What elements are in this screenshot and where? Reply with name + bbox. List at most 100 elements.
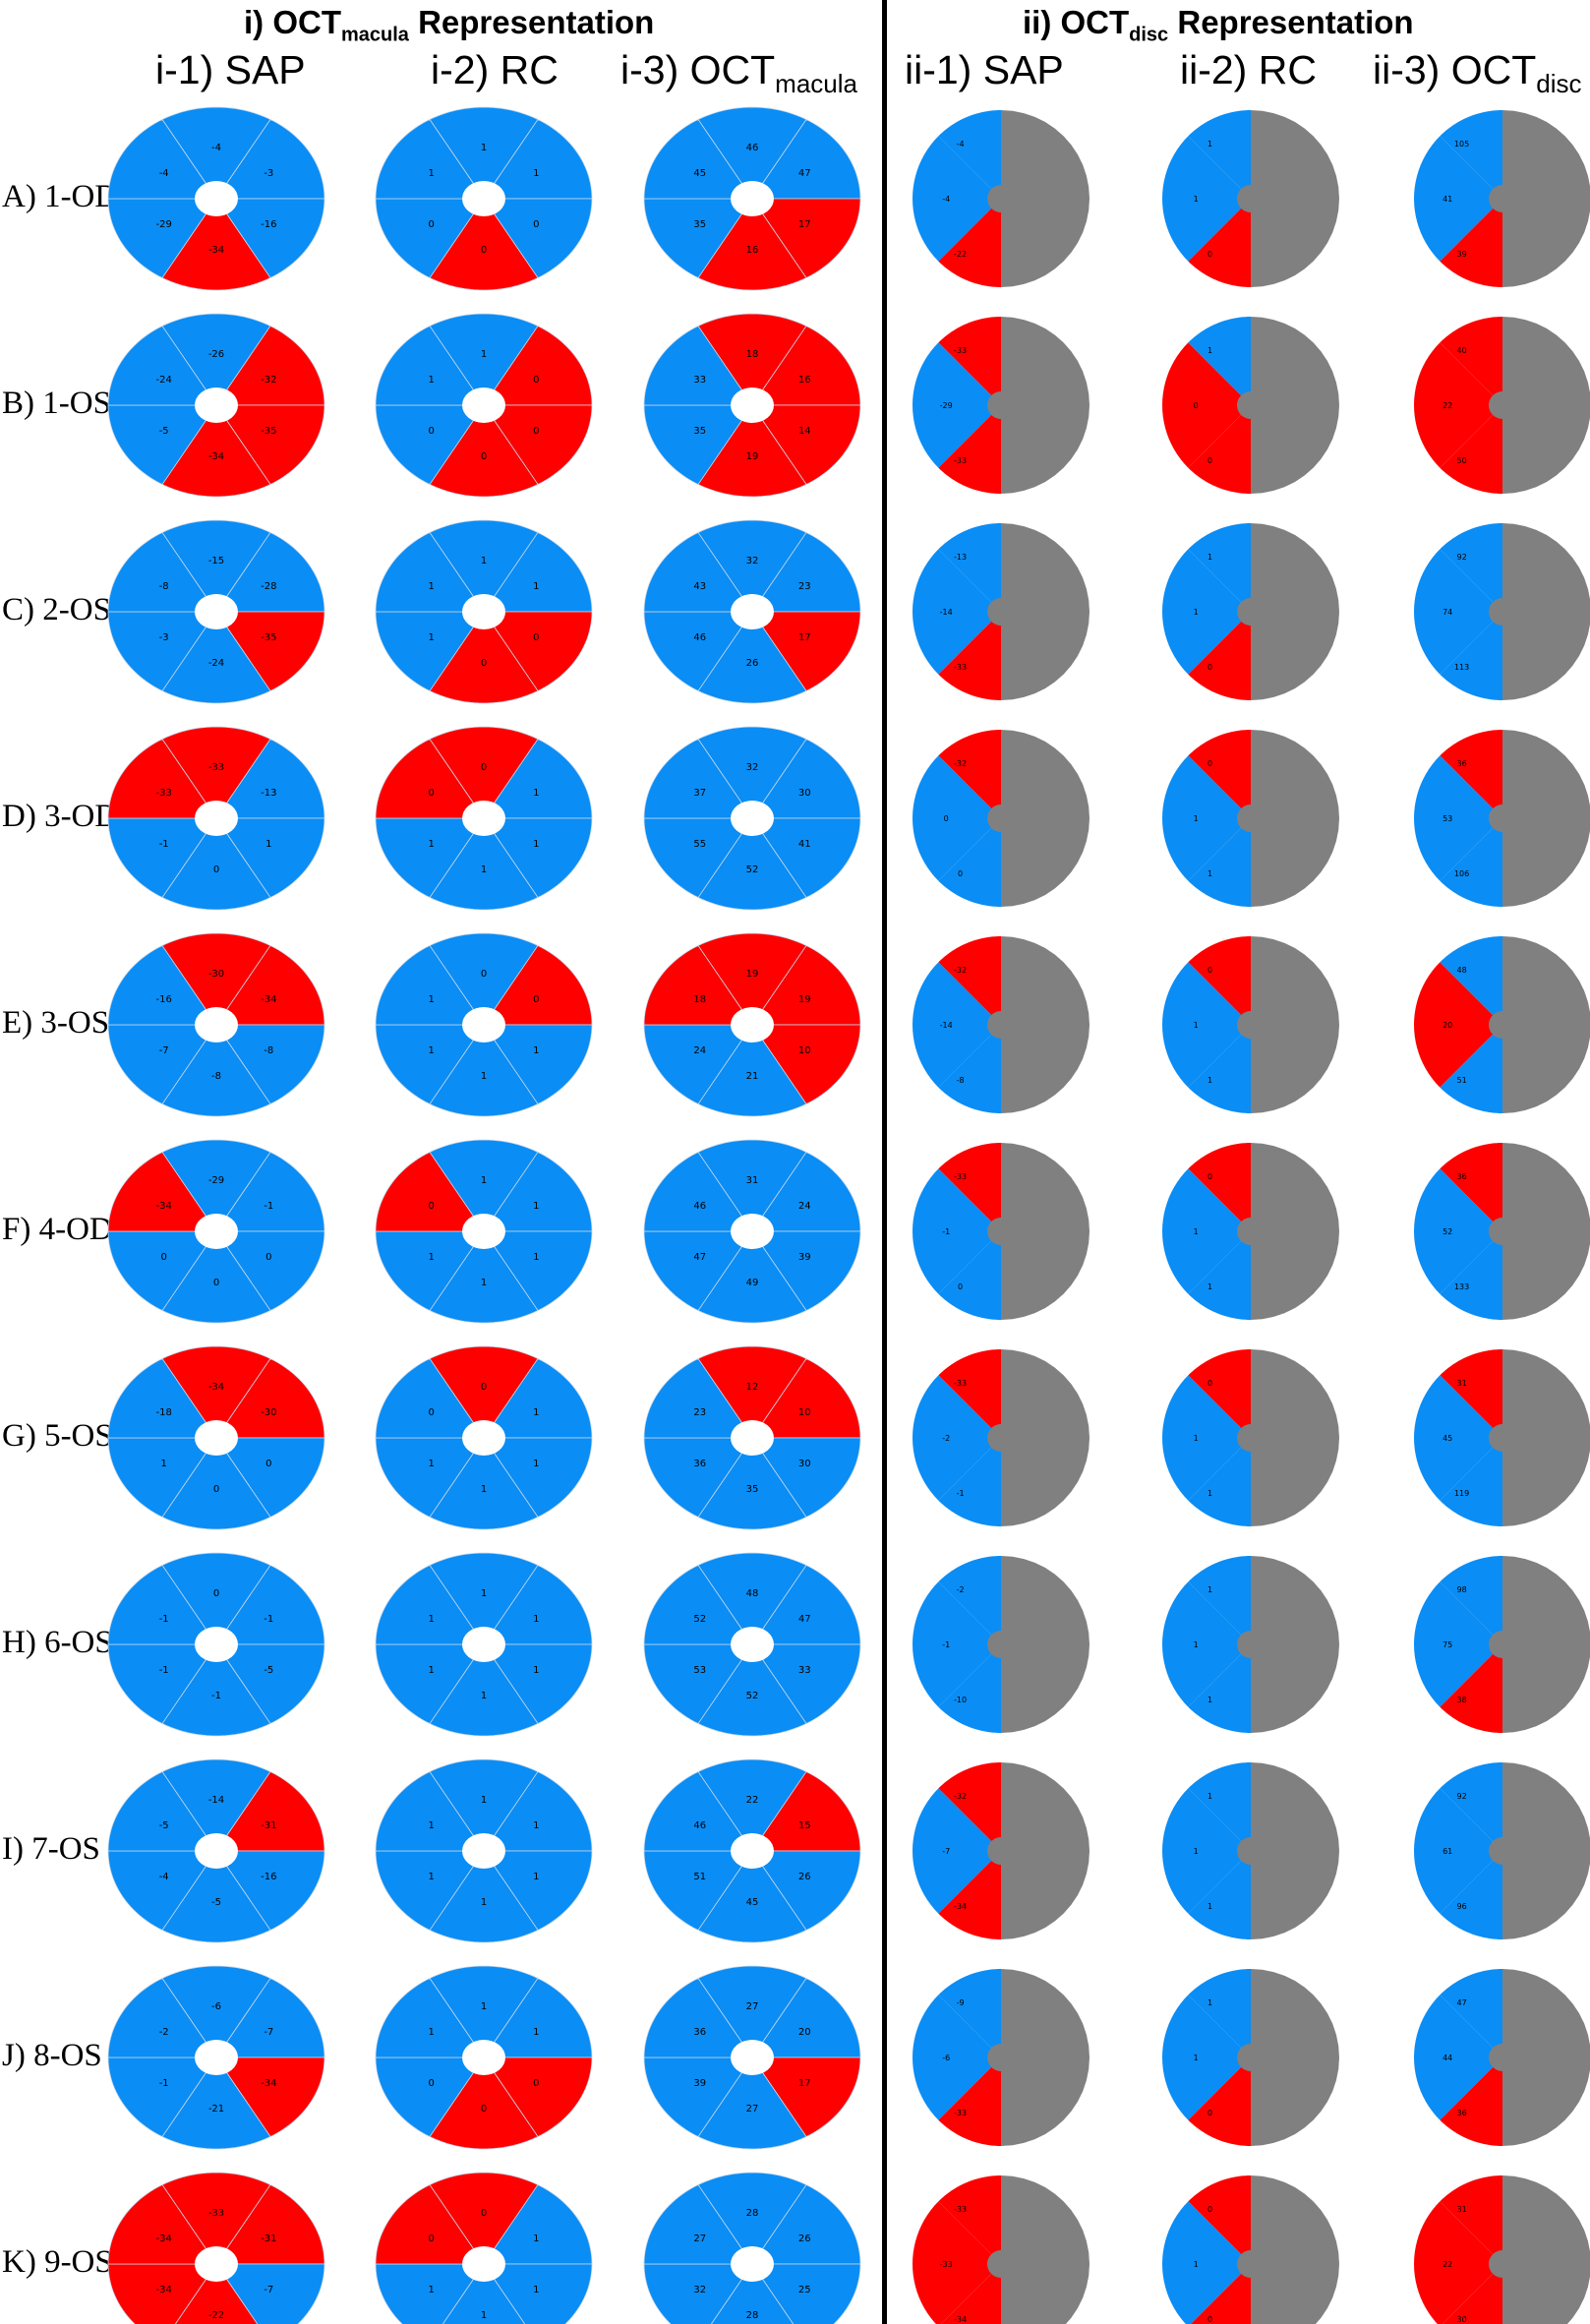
- macula-oct-sector-top: [697, 1552, 807, 1645]
- macula-rc-value-label: 1: [533, 2027, 539, 2038]
- macula-rc-value-label: 1: [481, 2001, 487, 2012]
- macula-oct-value-label: 20: [798, 2027, 811, 2038]
- macula-rc-sector-upper-left: [375, 1770, 485, 1852]
- macula-oct-sector-bottom: [697, 1437, 807, 1530]
- macula-sap-value-label: 0: [213, 1278, 219, 1288]
- disc-rc-unavailable-half: [1251, 2175, 1339, 2324]
- macula-oct-value-label: 47: [798, 1614, 811, 1625]
- macula-sap-sector-lower-left: [107, 2263, 217, 2324]
- disc-oct-sector-upper: [1440, 936, 1502, 1025]
- disc-sap-value-label: -13: [954, 553, 967, 562]
- macula-rc-sector-top: [429, 932, 539, 1026]
- disc-sap-sector-upper: [938, 1762, 1001, 1851]
- column-title-sub: disc: [1536, 69, 1582, 99]
- macula-oct-value-label: 48: [746, 1588, 759, 1599]
- macula-sap-sector-upper-left: [107, 531, 217, 613]
- macula-oct-sector-upper-left: [643, 1151, 753, 1232]
- column-title-macula-rc: i-2) RC: [431, 47, 559, 99]
- macula-oct-sector-top: [697, 1758, 807, 1852]
- disc-oct-value-label: 92: [1457, 1792, 1467, 1801]
- macula-sap-value-label: -3: [159, 632, 169, 643]
- disc-oct-sector-lower: [1440, 1438, 1502, 1526]
- macula-sap-sector-lower-right: [215, 1643, 325, 1725]
- disc-sap-sector-upper: [938, 2175, 1001, 2264]
- disc-rc-value-label: 1: [1207, 1076, 1212, 1085]
- disc-oct-sector-middle: [1414, 1995, 1502, 2120]
- disc-sap-value-label: -1: [942, 1227, 950, 1236]
- macula-rc-sector-lower-right: [483, 404, 593, 486]
- disc-rc-sector-lower: [1188, 1025, 1251, 1113]
- disc-oct-sector-lower: [1442, 2264, 1502, 2324]
- column-title-macula-sap: i-1) SAP: [155, 47, 306, 99]
- disc-oct-sector-middle: [1414, 2201, 1502, 2324]
- disc-oct-value-label: 36: [1457, 1172, 1467, 1181]
- row-label: A) 1-OD: [2, 179, 119, 214]
- macula-sap-value-label: -1: [211, 1691, 221, 1701]
- macula-oct-value-label: 41: [798, 839, 811, 850]
- disc-rc-sector-upper: [1188, 1556, 1251, 1644]
- macula-sap-sector-upper-right: [215, 1357, 325, 1439]
- macula-rc-sector-top: [429, 106, 539, 200]
- macula-rc-value-label: 0: [481, 1382, 487, 1393]
- macula-sap-value-label: -18: [156, 1407, 172, 1418]
- macula-sap-sector-top: [161, 106, 271, 200]
- macula-rc-center-hole: [462, 801, 505, 836]
- macula-sap-value-label: -4: [159, 1872, 169, 1882]
- disc-sap-value-label: -2: [957, 1585, 965, 1594]
- disc-oct-sector-upper: [1440, 110, 1502, 199]
- macula-sap-value-label: -34: [261, 994, 276, 1005]
- macula-oct-value-label: 19: [798, 994, 811, 1005]
- disc-sap-sector-lower: [938, 1644, 1001, 1733]
- disc-rc-center-disc: [1237, 2250, 1265, 2278]
- macula-sap-sector-upper-left: [107, 1770, 217, 1852]
- macula-rc-value-label: 1: [533, 788, 539, 799]
- disc-title-suffix: Representation: [1168, 4, 1414, 40]
- disc-sap-value-label: -34: [954, 1902, 967, 1911]
- macula-rc-value-label: 1: [429, 1614, 435, 1625]
- disc-rc-sector-upper: [1188, 110, 1251, 199]
- macula-rc-sector-upper-right: [483, 1770, 593, 1852]
- macula-oct-sector-upper-left: [643, 1977, 753, 2058]
- macula-oct-value-label: 37: [693, 788, 706, 799]
- disc-rc-sector-lower: [1188, 818, 1251, 907]
- macula-title-suffix: Representation: [408, 4, 655, 40]
- macula-oct-value-label: 26: [746, 658, 759, 669]
- macula-sap-value-label: -24: [208, 658, 224, 669]
- macula-oct-value-label: 47: [798, 168, 811, 179]
- macula-rc-sector-bottom: [429, 198, 539, 291]
- macula-oct-value-label: 36: [693, 2027, 706, 2038]
- macula-oct-sector-top: [697, 519, 807, 613]
- macula-oct-value-label: 35: [693, 426, 706, 437]
- disc-rc-unavailable-half: [1251, 1969, 1339, 2146]
- macula-rc-value-label: 1: [481, 1588, 487, 1599]
- disc-sap-value-label: -33: [954, 1379, 967, 1388]
- disc-rc-center-disc: [1237, 1424, 1265, 1452]
- macula-sap-sector-top: [161, 1965, 271, 2058]
- disc-oct-value-label: 51: [1457, 1076, 1467, 1085]
- macula-sap-sector-upper-right: [215, 738, 325, 819]
- macula-oct-sector-bottom: [697, 817, 807, 911]
- macula-sap-value-label: -14: [208, 1795, 224, 1806]
- macula-rc-value-label: 1: [429, 1820, 435, 1831]
- macula-oct-sector-upper-right: [751, 1770, 861, 1852]
- macula-rc-value-label: 1: [429, 1665, 435, 1676]
- disc-oct-sector-middle: [1414, 1375, 1502, 1501]
- macula-rc-sector-upper-left: [375, 1151, 485, 1232]
- macula-rc-value-label: 1: [533, 1820, 539, 1831]
- macula-rc-center-hole: [462, 1627, 505, 1662]
- disc-rc-value-label: 0: [1207, 966, 1212, 975]
- disc-sap-value-label: -14: [940, 608, 953, 617]
- disc-sap-value-label: -8: [957, 1076, 965, 1085]
- macula-sap-center-hole: [195, 1214, 238, 1249]
- macula-oct-value-label: 31: [746, 1175, 759, 1186]
- column-title-text: i-1) SAP: [155, 47, 306, 92]
- macula-sap-sector-bottom: [161, 1437, 271, 1530]
- macula-sap-value-label: -2: [159, 2027, 169, 2038]
- macula-sap-sector-bottom: [174, 2263, 259, 2324]
- row-label: C) 2-OS: [2, 592, 111, 627]
- macula-rc-center-hole: [462, 181, 505, 216]
- macula-oct-sector-lower-right: [751, 817, 861, 899]
- macula-sap-value-label: -32: [261, 375, 276, 386]
- disc-rc-value-label: 1: [1207, 553, 1212, 562]
- macula-sap-value-label: -29: [208, 1175, 224, 1186]
